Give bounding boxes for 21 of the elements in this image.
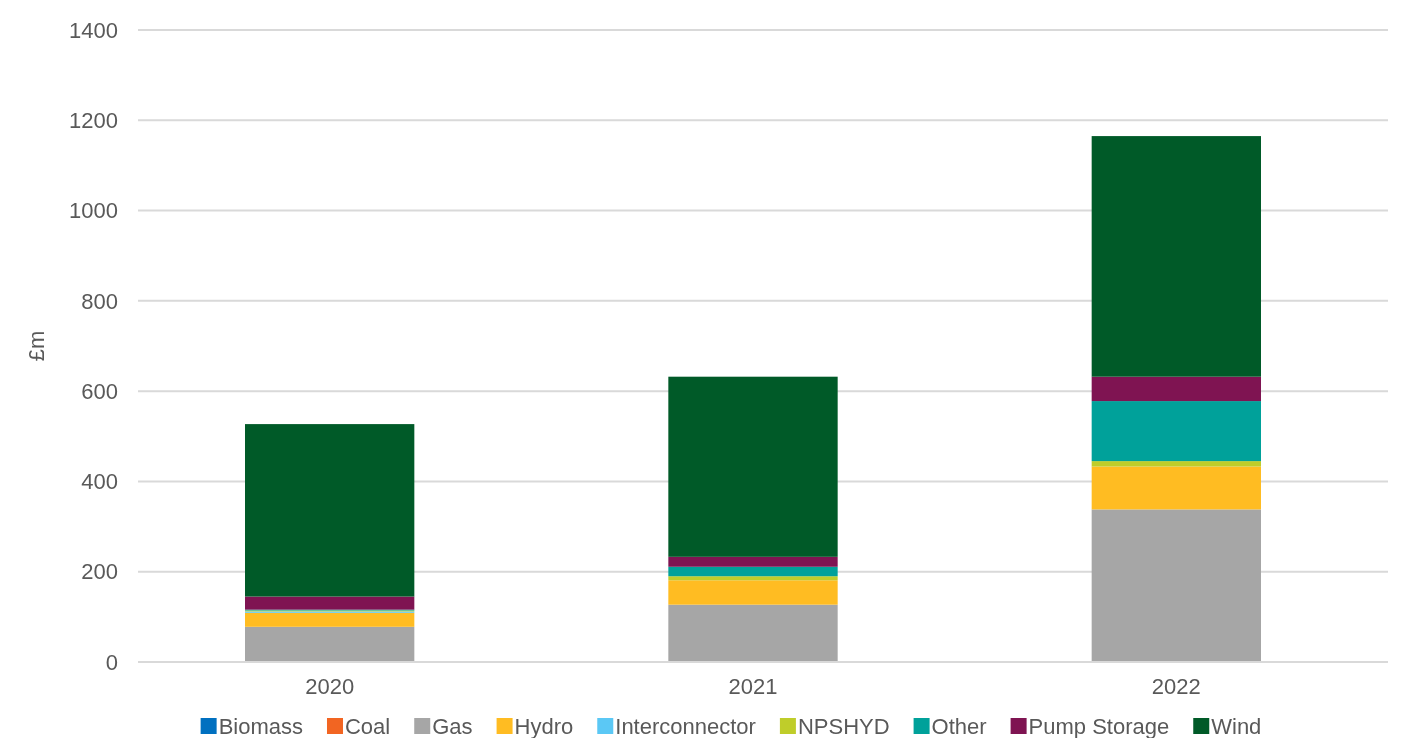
x-tick-label: 2020 [305, 674, 355, 699]
legend-label: Biomass [218, 713, 303, 739]
y-tick-label: 1200 [69, 107, 118, 133]
legend-label: Hydro [514, 713, 574, 739]
legend-label: Wind [1211, 713, 1262, 739]
legend-label: NPSHYD [797, 713, 890, 739]
y-tick-label: 0 [105, 649, 118, 675]
legend-label: Other [931, 713, 987, 739]
legend-label: Pump Storage [1028, 713, 1170, 739]
y-tick-label: 800 [81, 288, 118, 314]
legend-label: Interconnector [615, 713, 756, 739]
y-tick-label: 200 [81, 559, 118, 585]
legend-label: Gas [432, 713, 473, 739]
y-tick-label: 1000 [69, 198, 118, 224]
x-tick-label: 2021 [728, 674, 778, 699]
legend-label: Coal [344, 713, 391, 739]
y-tick-label: 400 [81, 469, 118, 495]
y-axis-title: £m [24, 330, 49, 362]
x-tick-label: 2022 [1151, 674, 1201, 699]
y-tick-label: 600 [81, 378, 118, 404]
y-tick-label: 1400 [69, 17, 118, 43]
